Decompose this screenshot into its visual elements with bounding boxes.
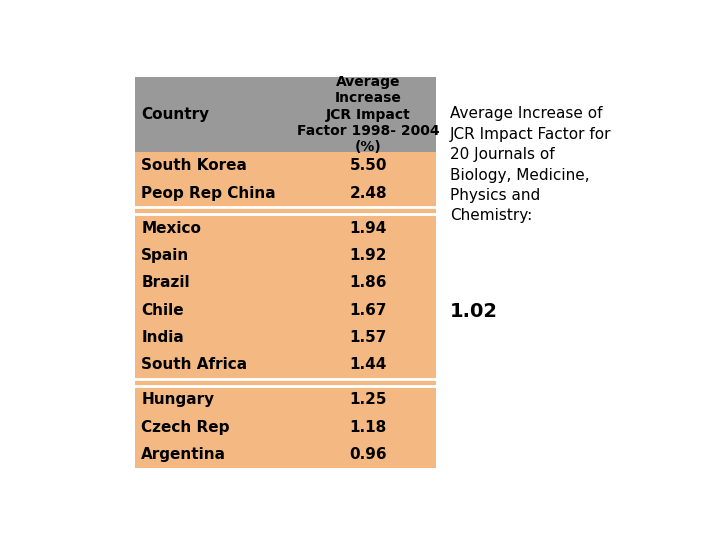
Text: 5.50: 5.50 bbox=[349, 158, 387, 173]
FancyBboxPatch shape bbox=[135, 414, 436, 441]
Text: 1.57: 1.57 bbox=[349, 330, 387, 345]
Text: India: India bbox=[141, 330, 184, 345]
Text: Average
Increase
JCR Impact
Factor 1998- 2004
(%): Average Increase JCR Impact Factor 1998-… bbox=[297, 75, 439, 154]
FancyBboxPatch shape bbox=[135, 214, 436, 242]
Text: Brazil: Brazil bbox=[141, 275, 190, 291]
Text: Argentina: Argentina bbox=[141, 447, 226, 462]
FancyBboxPatch shape bbox=[135, 379, 436, 386]
Text: 1.92: 1.92 bbox=[349, 248, 387, 263]
Text: 0.96: 0.96 bbox=[349, 447, 387, 462]
FancyBboxPatch shape bbox=[135, 179, 436, 207]
FancyBboxPatch shape bbox=[135, 324, 436, 351]
Text: Hungary: Hungary bbox=[141, 392, 215, 407]
Text: 1.94: 1.94 bbox=[349, 220, 387, 235]
FancyBboxPatch shape bbox=[135, 269, 436, 296]
Text: 1.67: 1.67 bbox=[349, 302, 387, 318]
Text: Average Increase of
JCR Impact Factor for
20 Journals of
Biology, Medicine,
Phys: Average Increase of JCR Impact Factor fo… bbox=[450, 106, 611, 224]
FancyBboxPatch shape bbox=[135, 77, 436, 152]
Text: Spain: Spain bbox=[141, 248, 189, 263]
Text: Czech Rep: Czech Rep bbox=[141, 420, 230, 435]
FancyBboxPatch shape bbox=[135, 441, 436, 468]
Text: 1.02: 1.02 bbox=[450, 302, 498, 321]
FancyBboxPatch shape bbox=[135, 296, 436, 324]
Text: 1.25: 1.25 bbox=[349, 392, 387, 407]
FancyBboxPatch shape bbox=[135, 207, 436, 214]
Text: Peop Rep China: Peop Rep China bbox=[141, 186, 276, 201]
Text: 1.44: 1.44 bbox=[349, 357, 387, 373]
FancyBboxPatch shape bbox=[135, 351, 436, 379]
Text: Country: Country bbox=[141, 107, 210, 122]
FancyBboxPatch shape bbox=[135, 242, 436, 269]
Text: South Korea: South Korea bbox=[141, 158, 247, 173]
Text: Mexico: Mexico bbox=[141, 220, 201, 235]
Text: 1.18: 1.18 bbox=[349, 420, 387, 435]
Text: 1.86: 1.86 bbox=[349, 275, 387, 291]
FancyBboxPatch shape bbox=[135, 386, 436, 414]
FancyBboxPatch shape bbox=[135, 152, 436, 179]
Text: 2.48: 2.48 bbox=[349, 186, 387, 201]
Text: Chile: Chile bbox=[141, 302, 184, 318]
Text: South Africa: South Africa bbox=[141, 357, 248, 373]
